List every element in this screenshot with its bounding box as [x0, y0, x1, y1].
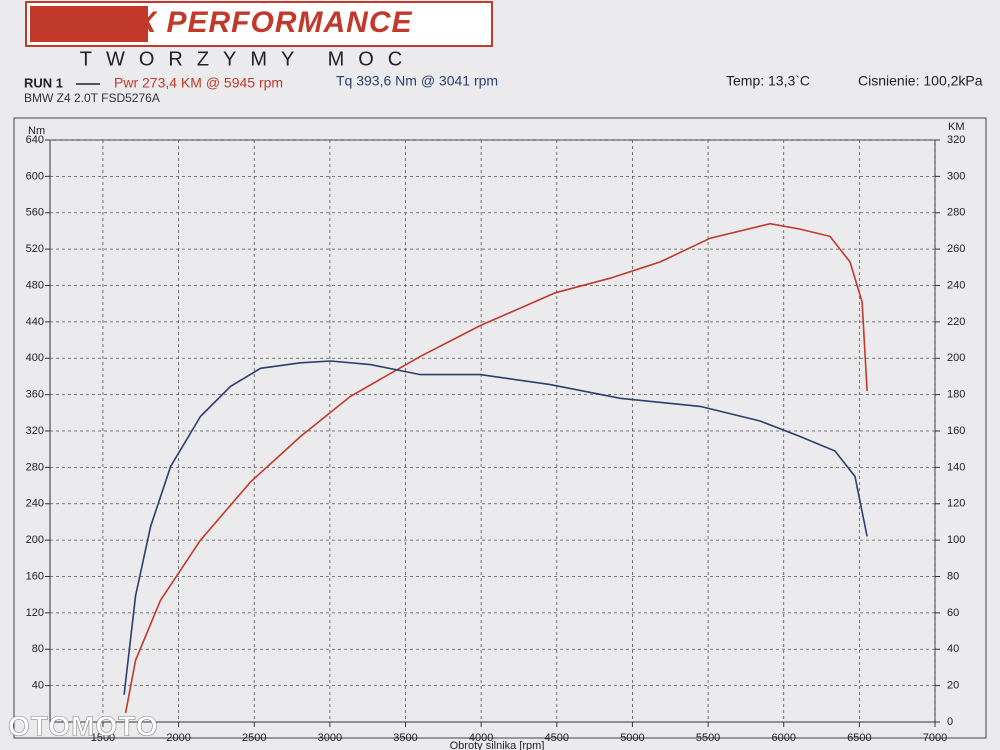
y2-axis-label: KM: [948, 121, 965, 133]
x-tick-label: 3000: [318, 732, 342, 744]
y-tick-label: 640: [26, 134, 44, 146]
y-tick-label: 280: [26, 461, 44, 473]
y2-tick-label: 180: [947, 389, 965, 401]
y2-tick-label: 40: [947, 643, 959, 655]
y2-tick-label: 200: [947, 352, 965, 364]
x-tick-label: 3500: [393, 732, 417, 744]
y-tick-label: 80: [32, 643, 44, 655]
legend-torque: Tq 393,6 Nm @ 3041 rpm: [336, 73, 498, 89]
series-line: [124, 222, 868, 714]
y-tick-label: 320: [26, 425, 44, 437]
x-tick-label: 2000: [166, 732, 190, 744]
x-tick-label: 4500: [545, 732, 569, 744]
x-tick-label: 5500: [696, 732, 720, 744]
logo-accent: [30, 6, 148, 42]
y-axis-label: Nm: [28, 125, 45, 137]
y2-tick-label: 60: [947, 607, 959, 619]
x-tick-label: 7000: [923, 732, 947, 744]
slogan: TWORZYMY MOC: [80, 48, 417, 70]
y-tick-label: 480: [26, 279, 44, 291]
y2-tick-label: 120: [947, 498, 965, 510]
y-tick-label: 160: [26, 570, 44, 582]
watermark: OTOMOTO: [8, 710, 159, 741]
x-tick-label: 1500: [91, 732, 115, 744]
y2-tick-label: 160: [947, 425, 965, 437]
y-tick-label: 440: [26, 316, 44, 328]
y2-tick-label: 220: [947, 316, 965, 328]
y-tick-label: 200: [26, 534, 44, 546]
x-tick-label: 2500: [242, 732, 266, 744]
y-tick-label: 520: [26, 243, 44, 255]
y2-tick-label: 0: [947, 716, 953, 728]
temperature: Temp: 13,3`C: [726, 73, 810, 89]
y-tick-label: 560: [26, 207, 44, 219]
plot: 1500 2000 2500 3000 3500 4000 4500 5000 5500 6000…: [26, 134, 966, 744]
x-tick-label: 4000: [469, 732, 493, 744]
x-tick-label: 6000: [771, 732, 795, 744]
series-line: [123, 360, 868, 695]
x-axis-label: Obroty silnika [rpm]: [450, 740, 545, 750]
pressure: Cisnienie: 100,2kPa: [858, 73, 983, 89]
y-tick-label: 360: [26, 389, 44, 401]
y2-tick-label: 240: [947, 279, 965, 291]
y-tick-label: 400: [26, 352, 44, 364]
y2-tick-label: 280: [947, 207, 965, 219]
y-tick-label: 600: [26, 170, 44, 182]
legend-power: Pwr 273,4 KM @ 5945 rpm: [114, 75, 283, 91]
y2-tick-label: 260: [947, 243, 965, 255]
logo: MAX PERFORMANCE: [87, 6, 412, 39]
y2-tick-label: 100: [947, 534, 965, 546]
run: RUN 1: [24, 75, 63, 90]
frame: [13, 117, 987, 739]
y2-tick-label: 300: [947, 170, 965, 182]
x-tick-label: 5000: [620, 732, 644, 744]
y-tick-label: 40: [32, 680, 44, 692]
subtitle: BMW Z4 2.0T FSD5276A: [24, 91, 160, 105]
y-tick-label: 120: [26, 607, 44, 619]
y2-tick-label: 80: [947, 570, 959, 582]
x-tick-label: 6500: [847, 732, 871, 744]
y2-tick-label: 140: [947, 461, 965, 473]
y2-tick-label: 320: [947, 134, 965, 146]
y-tick-label: 240: [26, 498, 44, 510]
y2-tick-label: 20: [947, 680, 959, 692]
